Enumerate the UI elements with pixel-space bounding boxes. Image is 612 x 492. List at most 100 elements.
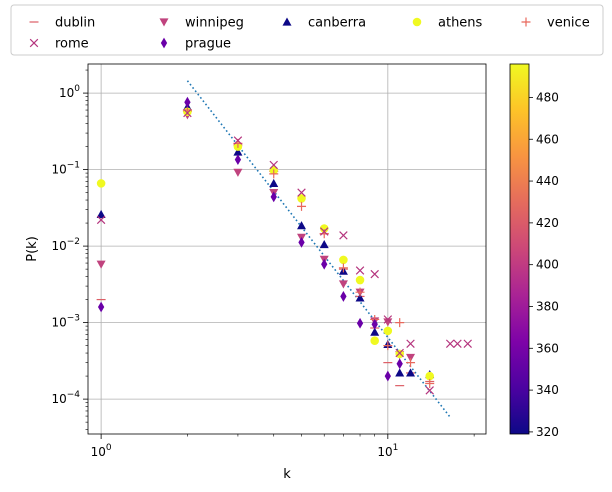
legend-entry-canberra: canberra [282,16,366,31]
data-point-rome [445,339,455,348]
data-point-venice [338,263,348,273]
data-point-venice [425,379,435,389]
data-point-venice [355,287,365,297]
data-point-winnipeg [383,318,393,327]
legend-label-athens: athens [438,16,483,31]
legend-entry-prague: prague [160,37,231,52]
x-axis-label: k [283,467,291,482]
y-tick-label: 10−3 [51,314,80,330]
data-point-rome [269,160,278,170]
legend-marker-canberra [282,17,292,26]
data-point-prague [321,258,328,270]
grid [88,64,486,434]
data-point-athens [319,224,329,233]
data-point-winnipeg [406,353,416,362]
y-tick-label: 10−4 [51,390,80,406]
data-point-rome [395,348,404,358]
data-point-rome [406,339,415,348]
data-point-rome [453,339,462,348]
y-axis-label: P(k) [25,236,40,262]
data-point-prague [356,317,364,329]
data-point-canberra [96,209,106,218]
data-point-canberra [233,147,243,156]
data-point-athens [96,179,106,188]
data-point-athens [425,371,434,381]
data-point-rome [183,108,192,118]
data-point-rome [319,227,329,236]
data-point-athens [383,326,393,336]
legend-marker-prague [160,37,168,49]
data-point-athens [339,255,348,265]
legend: dublin winnipeg canberra athens venice rome pr… [10,4,604,56]
legend-label-winnipeg: winnipeg [185,16,244,31]
colorbar-tick-label: 480 [536,90,559,104]
legend-entry-rome: rome [29,37,89,52]
colorbar-tick-label: 320 [536,425,559,439]
data-point-athens [355,275,365,285]
colorbar-tick-label: 400 [536,258,559,272]
data-point-prague [340,291,347,302]
data-point-venice [395,318,405,328]
data-point-rome [370,269,379,279]
data-point-canberra [370,327,380,336]
data-point-athens [297,194,306,203]
data-point-winnipeg [338,280,348,289]
data-point-prague [184,96,191,108]
series-rome [96,108,472,395]
legend-label-dublin: dublin [55,16,95,31]
y-tick-label: 10−2 [51,237,80,253]
data-point-rome [383,315,393,324]
y-tick-label: 10−1 [51,161,80,177]
data-point-rome [339,231,348,240]
legend-entry-venice: venice [521,16,590,31]
data-point-canberra [319,239,329,249]
legend-entry-dublin: dublin [29,16,95,31]
data-point-prague [396,358,403,370]
x-tick-label: 101 [377,443,398,459]
data-point-prague [234,154,242,166]
data-point-prague [298,236,305,248]
data-point-prague [371,318,378,330]
data-point-winnipeg [233,168,243,177]
data-point-venice [269,169,279,179]
data-point-canberra [355,293,365,302]
data-point-canberra [297,221,307,230]
colorbar-tick-label: 440 [536,174,559,188]
legend-label-venice: venice [547,16,590,31]
colorbar-tick-label: 380 [536,299,559,313]
y-tick-label: 100 [59,84,80,100]
data-point-canberra [395,368,405,377]
legend-entry-winnipeg: winnipeg [159,16,244,31]
x-tick-label: 100 [91,443,112,459]
colorbar-tick-label: 360 [536,341,559,355]
data-point-rome [297,188,306,197]
plot-frame [87,63,487,435]
legend-marker-venice [521,17,531,27]
data-point-venice [383,341,393,351]
data-point-rome [425,386,434,395]
legend-label-rome: rome [55,37,89,52]
plot-area [88,64,486,434]
data-point-venice [406,358,416,368]
legend-label-canberra: canberra [308,16,366,31]
data-point-venice [297,201,307,211]
data-points [96,96,472,395]
data-point-prague [384,370,391,382]
data-point-athens [370,336,379,345]
data-point-rome [233,136,243,145]
legend-marker-athens [412,17,422,27]
legend-entry-athens: athens [412,16,483,31]
data-point-rome [355,266,365,275]
colorbar-ticks: 320 340 360 380 400 420 440 460 480 [529,90,559,439]
legend-marker-winnipeg [159,18,169,27]
data-point-rome [463,339,472,348]
data-point-winnipeg [96,260,106,269]
data-point-prague [97,301,105,313]
colorbar-tick-label: 460 [536,132,559,146]
series-prague [97,96,403,382]
legend-frame [10,4,604,56]
colorbar-tick-label: 420 [536,216,559,230]
data-point-canberra [269,178,279,188]
legend-label-prague: prague [185,37,231,52]
